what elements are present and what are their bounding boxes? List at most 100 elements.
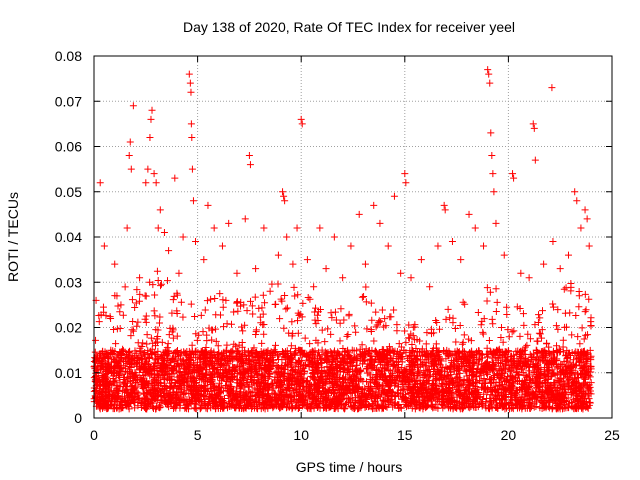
data-point: [156, 404, 164, 412]
data-point: [304, 380, 312, 388]
data-point: [567, 287, 575, 295]
data-point: [208, 336, 216, 344]
data-point: [362, 345, 370, 353]
data-point: [321, 338, 329, 346]
data-point: [411, 351, 419, 359]
data-point: [134, 339, 142, 347]
grid-lines: [94, 56, 612, 418]
data-point: [536, 396, 544, 404]
data-point: [158, 338, 166, 346]
data-point: [190, 360, 198, 368]
data-point: [288, 318, 296, 326]
data-point: [586, 373, 594, 381]
data-point: [372, 392, 380, 400]
data-point: [125, 405, 133, 413]
data-point: [244, 349, 252, 357]
data-point: [299, 299, 307, 307]
chart-title: Day 138 of 2020, Rate Of TEC Index for r…: [183, 19, 515, 35]
data-point: [372, 308, 380, 316]
data-point: [535, 329, 543, 337]
data-point: [519, 310, 527, 318]
data-point: [278, 297, 286, 305]
data-point: [492, 285, 500, 293]
data-point: [169, 324, 177, 332]
data-point: [131, 303, 139, 311]
data-point: [212, 325, 220, 333]
data-point: [246, 361, 254, 369]
data-point: [185, 347, 193, 355]
data-point: [154, 277, 162, 285]
data-point: [534, 393, 542, 401]
data-point: [215, 397, 223, 405]
data-point: [583, 349, 591, 357]
data-point: [314, 368, 322, 376]
data-point: [298, 382, 306, 390]
data-point: [560, 285, 568, 293]
data-point: [311, 308, 319, 316]
data-point: [549, 300, 557, 308]
data-point: [135, 366, 143, 374]
data-point: [474, 309, 482, 317]
data-point: [460, 331, 468, 339]
data-point: [175, 399, 183, 407]
data-point: [343, 332, 351, 340]
data-point: [197, 311, 205, 319]
data-point: [517, 366, 525, 374]
data-point: [449, 319, 457, 327]
data-point: [407, 352, 415, 360]
data-point: [268, 280, 276, 288]
data-point: [515, 359, 523, 367]
data-point: [493, 298, 501, 306]
data-point: [368, 316, 376, 324]
data-point: [121, 283, 129, 291]
data-point: [280, 324, 288, 332]
data-point: [456, 369, 464, 377]
data-point: [471, 396, 479, 404]
data-point: [216, 365, 224, 373]
data-point: [208, 398, 216, 406]
data-point: [411, 405, 419, 413]
data-point: [214, 342, 222, 350]
data-point: [465, 387, 473, 395]
data-point: [479, 330, 487, 338]
data-point: [503, 377, 511, 385]
data-point: [211, 295, 219, 303]
data-point: [584, 404, 592, 412]
data-point: [155, 319, 163, 327]
data-point: [363, 325, 371, 333]
data-point: [277, 295, 285, 303]
data-point: [520, 321, 528, 329]
data-point: [385, 359, 393, 367]
data-point: [247, 297, 255, 305]
data-point: [442, 315, 450, 323]
data-point: [274, 280, 282, 288]
data-point: [230, 308, 238, 316]
data-point: [134, 358, 142, 366]
data-point: [332, 316, 340, 324]
data-point: [164, 340, 172, 348]
data-point: [272, 300, 280, 308]
data-point: [459, 338, 467, 346]
data-point: [143, 331, 151, 339]
data-point: [264, 375, 272, 383]
data-point: [287, 342, 295, 350]
data-point: [387, 313, 395, 321]
data-point: [331, 308, 339, 316]
data-point: [576, 362, 584, 370]
data-point: [397, 343, 405, 351]
data-point: [128, 326, 136, 334]
data-point: [424, 385, 432, 393]
data-point: [308, 362, 316, 370]
data-point: [580, 363, 588, 371]
data-point: [142, 318, 150, 326]
data-point: [587, 356, 595, 364]
data-point: [481, 366, 489, 374]
data-point: [223, 404, 231, 412]
data-point: [295, 311, 303, 319]
data-point: [362, 298, 370, 306]
data-point: [505, 333, 513, 341]
data-point: [580, 335, 588, 343]
data-point: [423, 329, 431, 337]
data-point: [389, 347, 397, 355]
